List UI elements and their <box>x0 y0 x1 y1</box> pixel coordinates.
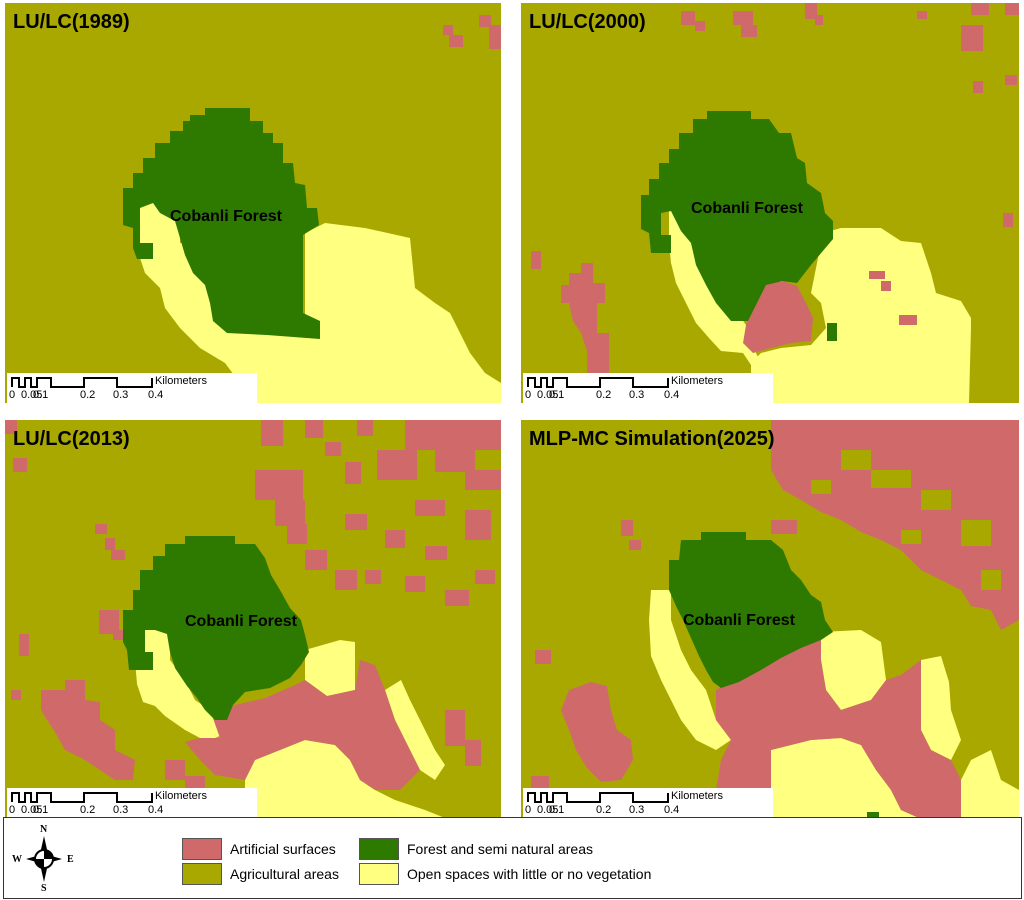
land-cover-raster <box>5 420 501 818</box>
map-panel-2000: LU/LC(2000) Cobanli Forest 0 0.05 0.1 0.2 0.… <box>521 3 1019 403</box>
scale-bar: 0 0.05 0.1 0.2 0.3 0.4 Kilometers <box>523 788 773 818</box>
scale-tick-label: 0.2 <box>80 804 96 816</box>
legend-swatch <box>359 863 399 885</box>
scale-unit-label: Kilometers <box>155 790 207 802</box>
panel-title: LU/LC(2000) <box>529 11 646 33</box>
map-panel-1989: LU/LC(1989) Cobanli Forest 0 0.05 0.1 0.2 0.… <box>5 3 501 403</box>
scale-tick-label: 0.1 <box>33 389 49 401</box>
forest-label: Cobanli Forest <box>683 612 796 629</box>
land-cover-raster <box>521 420 1019 818</box>
forest-label: Cobanli Forest <box>170 208 283 225</box>
scale-tick-label: 0.4 <box>148 804 164 816</box>
scale-bar-line <box>527 792 669 803</box>
legend-swatch <box>359 838 399 860</box>
scale-tick-label: 0.3 <box>629 804 645 816</box>
scale-tick-label: 0.2 <box>596 804 612 816</box>
scale-bar-line <box>11 377 153 388</box>
north-arrow-compass-icon: N S E W <box>12 824 76 894</box>
scale-tick-label: 0.05 <box>537 389 559 401</box>
compass-west: W <box>12 854 22 865</box>
panel-title: MLP-MC Simulation(2025) <box>529 428 775 450</box>
legend-label: Forest and semi natural areas <box>407 841 593 857</box>
legend-swatch <box>182 838 222 860</box>
panel-title: LU/LC(1989) <box>13 11 130 33</box>
scale-tick-label: 0 <box>525 389 532 401</box>
scale-bar: 0 0.05 0.1 0.2 0.3 0.4 Kilometers <box>7 373 257 403</box>
scale-bar-graphic <box>527 792 669 803</box>
scale-tick-label: 0.2 <box>596 389 612 401</box>
map-panel-2013: LU/LC(2013) Cobanli Forest 0 0.05 0.1 0.2 0.… <box>5 420 501 818</box>
scale-bar-graphic <box>527 377 669 388</box>
scale-bar-graphic <box>11 377 153 388</box>
map-panel-2025: MLP-MC Simulation(2025) Cobanli Forest 0… <box>521 420 1019 818</box>
scale-tick-label: 0.1 <box>549 804 565 816</box>
scale-bar: 0 0.05 0.1 0.2 0.3 0.4 Kilometers <box>523 373 773 403</box>
scale-tick-label: 0.2 <box>80 389 96 401</box>
panel-title: LU/LC(2013) <box>13 428 130 450</box>
scale-bar-line <box>11 792 153 803</box>
scale-tick-label: 0.3 <box>113 389 129 401</box>
legend-item-open: Open spaces with little or no vegetation <box>359 863 651 885</box>
scale-tick-label: 0.3 <box>113 804 129 816</box>
scale-tick-label: 0.1 <box>549 389 565 401</box>
forest-label: Cobanli Forest <box>691 200 804 217</box>
scale-tick-label: 0.4 <box>664 389 680 401</box>
scale-tick-label: 0 <box>9 804 16 816</box>
legend-swatch <box>182 863 222 885</box>
scale-unit-label: Kilometers <box>671 790 723 802</box>
scale-unit-label: Kilometers <box>155 375 207 387</box>
scale-tick-label: 0.05 <box>537 804 559 816</box>
scale-unit-label: Kilometers <box>671 375 723 387</box>
scale-tick-label: 0.05 <box>21 804 43 816</box>
scale-bar: 0 0.05 0.1 0.2 0.3 0.4 Kilometers <box>7 788 257 818</box>
scale-tick-label: 0 <box>525 804 532 816</box>
legend: N S E W Artificial surfaces Agricultural… <box>3 817 1022 899</box>
scale-tick-label: 0.3 <box>629 389 645 401</box>
legend-item-artificial: Artificial surfaces <box>182 838 336 860</box>
legend-label: Agricultural areas <box>230 866 339 882</box>
scale-tick-label: 0.05 <box>21 389 43 401</box>
scale-tick-label: 0.1 <box>33 804 49 816</box>
scale-tick-label: 0.4 <box>148 389 164 401</box>
compass-east: E <box>67 854 74 865</box>
land-cover-raster <box>521 3 1019 403</box>
legend-label: Artificial surfaces <box>230 841 336 857</box>
legend-item-agricultural: Agricultural areas <box>182 863 339 885</box>
scale-bar-line <box>527 377 669 388</box>
land-cover-raster <box>5 3 501 403</box>
legend-item-forest: Forest and semi natural areas <box>359 838 593 860</box>
legend-label: Open spaces with little or no vegetation <box>407 866 652 882</box>
scale-bar-graphic <box>11 792 153 803</box>
scale-tick-label: 0.4 <box>664 804 680 816</box>
compass-north: N <box>40 824 48 835</box>
scale-tick-label: 0 <box>9 389 16 401</box>
compass-south: S <box>41 883 47 894</box>
forest-label: Cobanli Forest <box>185 613 298 630</box>
